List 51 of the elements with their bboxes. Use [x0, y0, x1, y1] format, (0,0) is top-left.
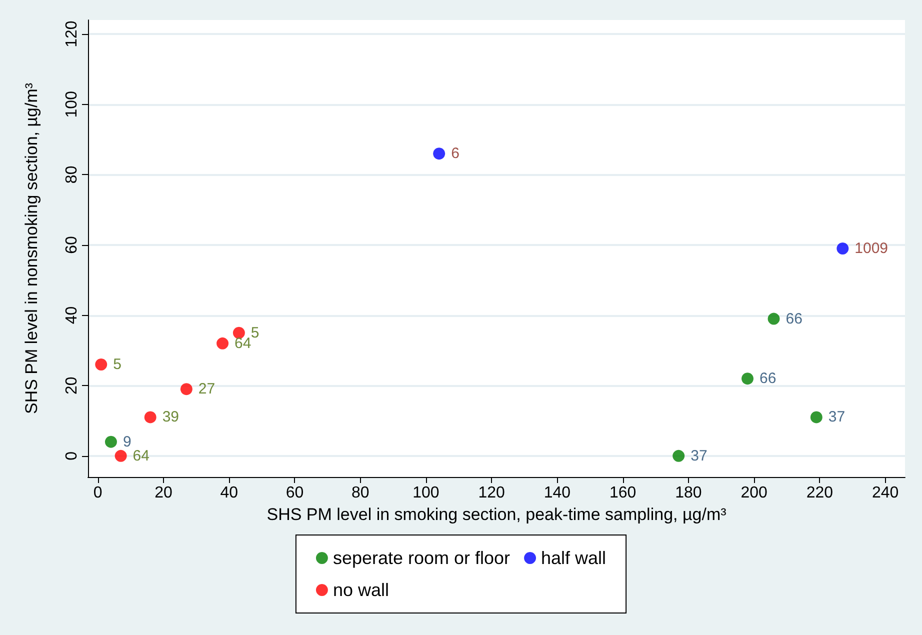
annotation: 27 [198, 380, 216, 398]
annotation: 9 [122, 433, 132, 450]
point [144, 411, 156, 424]
x-axis-title: SHS PM level in smoking section, peak-time sampling, µg/m³ [266, 504, 727, 524]
annotation: 6 [451, 145, 460, 162]
x-tick-label: 20 [154, 484, 172, 502]
annotation: 64 [234, 334, 252, 352]
x-tick-label: 40 [220, 484, 238, 502]
point [742, 372, 754, 385]
x-tick-label: 240 [872, 484, 899, 502]
x-tick-label: 220 [806, 484, 834, 502]
y-tick-label: 60 [64, 236, 80, 254]
y-axis-title: SHS PM level in nonsmoking section, µg/m³ [22, 82, 41, 414]
y-tick-label: 80 [64, 166, 80, 184]
x-tick-label: 120 [478, 484, 506, 502]
annotation: 39 [162, 408, 180, 426]
y-tick-label: 40 [64, 306, 80, 324]
annotation: 5 [250, 324, 260, 342]
x-tick-label: 60 [286, 484, 304, 502]
point [114, 450, 127, 462]
x-tick-label: 140 [544, 484, 571, 502]
point [768, 312, 780, 325]
point [104, 436, 117, 448]
point [216, 337, 229, 350]
y-tick-label: 20 [64, 376, 80, 394]
y-tick-label: 120 [64, 20, 80, 48]
legend-label: no wall [332, 580, 389, 600]
point [180, 383, 192, 396]
y-tick-label: 0 [64, 451, 80, 460]
point [836, 242, 849, 254]
y-tick-label: 100 [64, 90, 80, 118]
x-tick-label: 200 [740, 484, 768, 502]
annotation: 64 [132, 447, 150, 464]
point [810, 411, 822, 424]
annotation: 5 [113, 356, 122, 374]
annotation: 1009 [854, 240, 888, 257]
point [95, 358, 108, 371]
x-tick-label: 80 [351, 484, 370, 502]
annotation: 66 [786, 310, 802, 328]
point [433, 148, 446, 160]
x-tick-label: 0 [93, 484, 102, 502]
legend-label: seperate room or floor [332, 548, 510, 568]
point [232, 326, 245, 339]
x-tick-label: 160 [609, 484, 636, 502]
x-tick-label: 100 [412, 484, 440, 502]
annotation: 37 [828, 408, 846, 426]
legend-label: half wall [541, 548, 606, 568]
annotation: 37 [690, 447, 708, 464]
point [672, 450, 685, 462]
x-tick-label: 180 [675, 484, 702, 502]
annotation: 66 [760, 370, 776, 388]
